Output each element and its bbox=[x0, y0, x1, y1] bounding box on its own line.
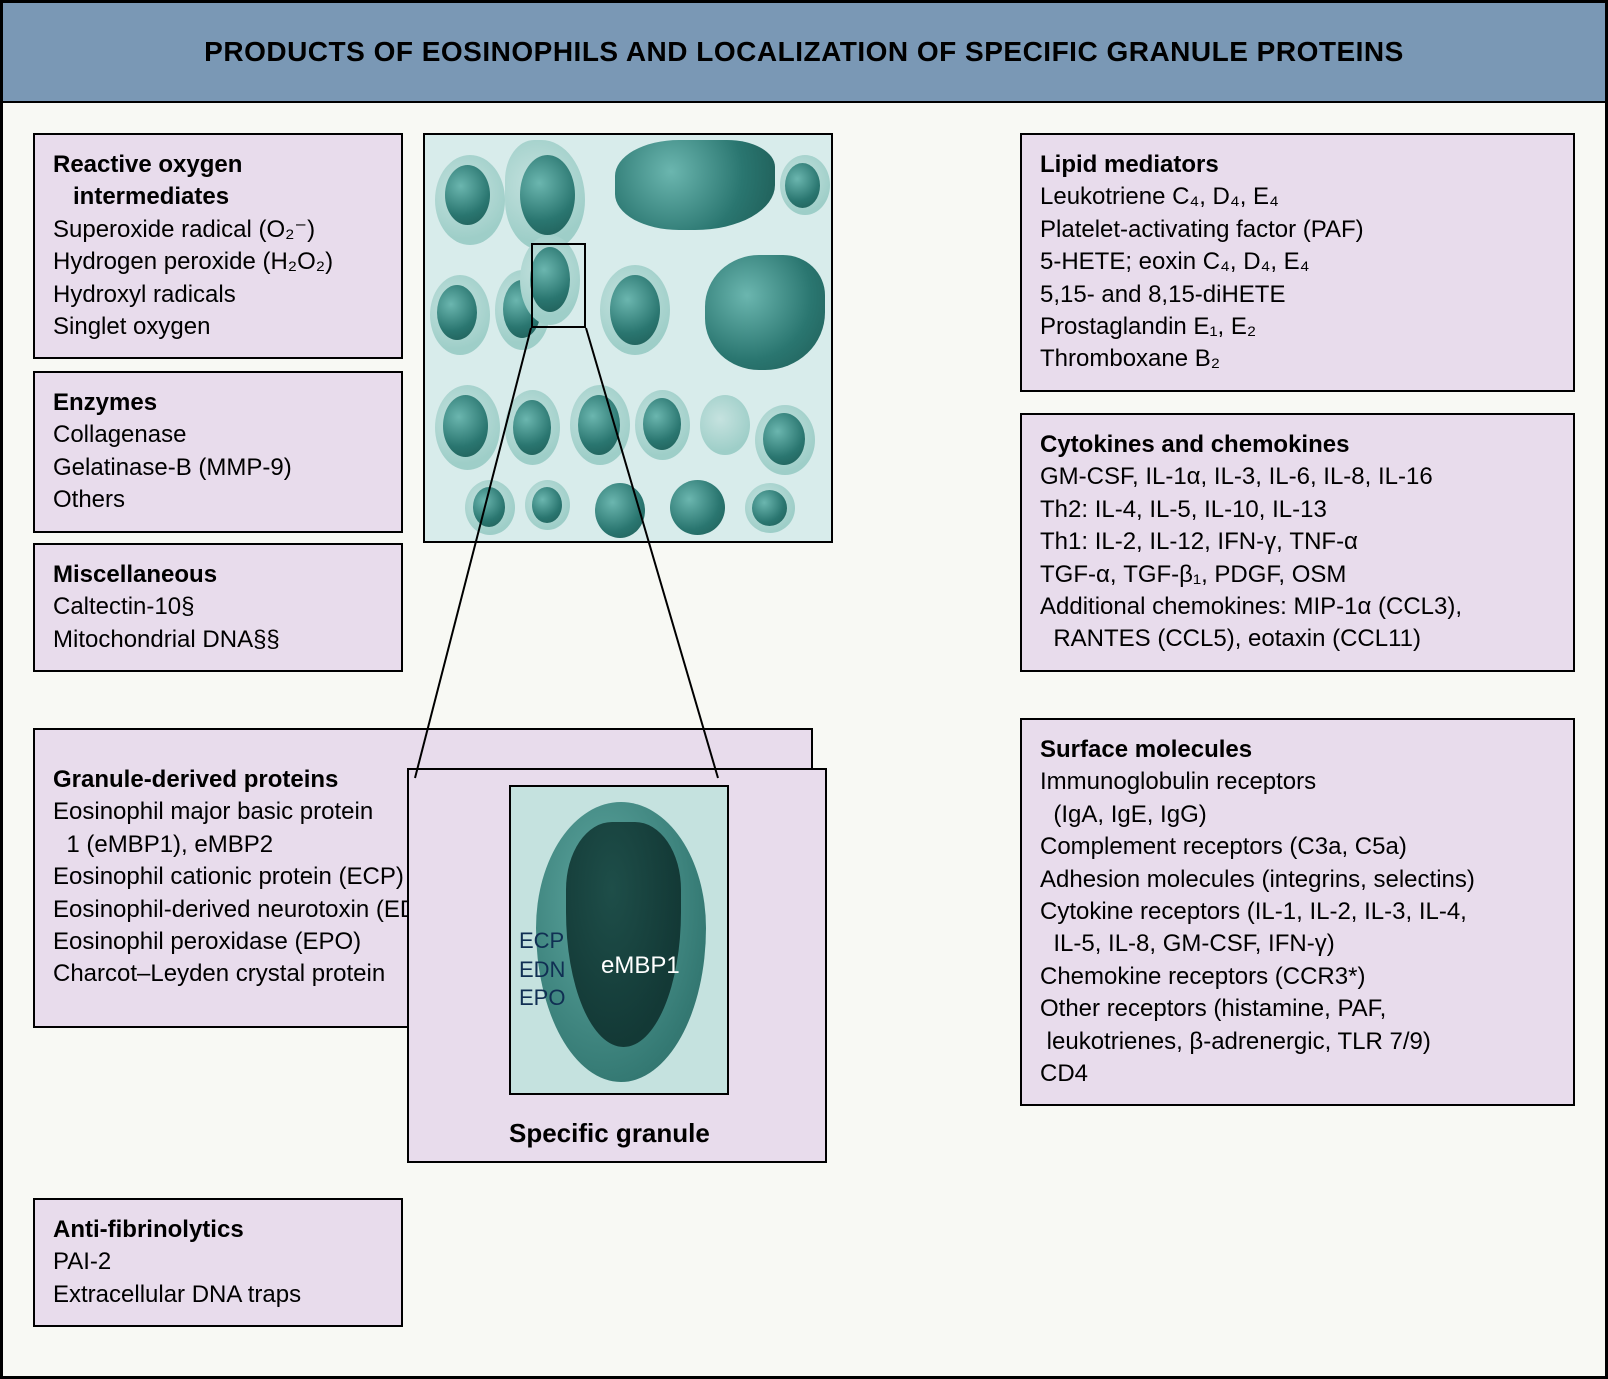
granule-core-label: eMBP1 bbox=[601, 952, 680, 980]
box-miscellaneous: Miscellaneous Caltectin-10§ Mitochondria… bbox=[33, 543, 403, 672]
roi-item: Hydroxyl radicals bbox=[53, 279, 383, 311]
figure-title: PRODUCTS OF EOSINOPHILS AND LOCALIZATION… bbox=[3, 3, 1605, 103]
antifib-item: Extracellular DNA traps bbox=[53, 1279, 383, 1311]
misc-item: Caltectin-10§ bbox=[53, 591, 383, 623]
antifib-heading: Anti-fibrinolytics bbox=[53, 1214, 383, 1246]
micrograph-image bbox=[423, 133, 833, 543]
surface-item: (IgA, IgE, IgG) bbox=[1040, 799, 1555, 831]
roi-item: Singlet oxygen bbox=[53, 311, 383, 343]
roi-heading: Reactive oxygen bbox=[53, 149, 383, 181]
box-reactive-oxygen: Reactive oxygen intermediates Superoxide… bbox=[33, 133, 403, 359]
box-cytokines: Cytokines and chemokines GM-CSF, IL-1α, … bbox=[1020, 413, 1575, 672]
cytokines-item: Th2: IL-4, IL-5, IL-10, IL-13 bbox=[1040, 494, 1555, 526]
figure-container: PRODUCTS OF EOSINOPHILS AND LOCALIZATION… bbox=[0, 0, 1608, 1379]
granule-callout-panel: ECPEDNEPO eMBP1 Specific granule bbox=[407, 768, 827, 1163]
surface-item: Cytokine receptors (IL-1, IL-2, IL-3, IL… bbox=[1040, 896, 1555, 928]
surface-item: Adhesion molecules (integrins, selectins… bbox=[1040, 864, 1555, 896]
surface-item: CD4 bbox=[1040, 1058, 1555, 1090]
granule-highlight-box bbox=[531, 243, 586, 328]
cytokines-item: GM-CSF, IL-1α, IL-3, IL-6, IL-8, IL-16 bbox=[1040, 461, 1555, 493]
box-surface-molecules: Surface molecules Immunoglobulin recepto… bbox=[1020, 718, 1575, 1106]
lipid-item: Thromboxane B₂ bbox=[1040, 343, 1555, 375]
granule-caption: Specific granule bbox=[509, 1118, 710, 1149]
box-lipid-mediators: Lipid mediators Leukotriene C₄, D₄, E₄ P… bbox=[1020, 133, 1575, 392]
box-enzymes: Enzymes Collagenase Gelatinase-B (MMP-9)… bbox=[33, 371, 403, 533]
lipid-item: 5,15- and 8,15-diHETE bbox=[1040, 279, 1555, 311]
roi-item: Hydrogen peroxide (H₂O₂) bbox=[53, 246, 383, 278]
granule-matrix-labels: ECPEDNEPO bbox=[519, 927, 565, 1013]
cytokines-item: Additional chemokines: MIP-1α (CCL3), bbox=[1040, 591, 1555, 623]
surface-item: Complement receptors (C3a, C5a) bbox=[1040, 831, 1555, 863]
figure-content: Reactive oxygen intermediates Superoxide… bbox=[3, 103, 1605, 1376]
surface-item: Other receptors (histamine, PAF, bbox=[1040, 993, 1555, 1025]
enzymes-item: Collagenase bbox=[53, 419, 383, 451]
misc-item: Mitochondrial DNA§§ bbox=[53, 624, 383, 656]
lipid-item: Leukotriene C₄, D₄, E₄ bbox=[1040, 181, 1555, 213]
surface-item: Chemokine receptors (CCR3*) bbox=[1040, 961, 1555, 993]
antifib-item: PAI-2 bbox=[53, 1246, 383, 1278]
lipid-heading: Lipid mediators bbox=[1040, 149, 1555, 181]
cytokines-item: TGF-α, TGF-β₁, PDGF, OSM bbox=[1040, 559, 1555, 591]
lipid-item: Prostaglandin E₁, E₂ bbox=[1040, 311, 1555, 343]
enzymes-item: Others bbox=[53, 484, 383, 516]
box-antifibrinolytics: Anti-fibrinolytics PAI-2 Extracellular D… bbox=[33, 1198, 403, 1327]
lipid-item: 5-HETE; eoxin C₄, D₄, E₄ bbox=[1040, 246, 1555, 278]
surface-heading: Surface molecules bbox=[1040, 734, 1555, 766]
lipid-item: Platelet-activating factor (PAF) bbox=[1040, 214, 1555, 246]
surface-item: IL-5, IL-8, GM-CSF, IFN-γ) bbox=[1040, 928, 1555, 960]
enzymes-item: Gelatinase-B (MMP-9) bbox=[53, 452, 383, 484]
cytokines-item: Th1: IL-2, IL-12, IFN-γ, TNF-α bbox=[1040, 526, 1555, 558]
enzymes-heading: Enzymes bbox=[53, 387, 383, 419]
misc-heading: Miscellaneous bbox=[53, 559, 383, 591]
cytokines-heading: Cytokines and chemokines bbox=[1040, 429, 1555, 461]
roi-item: Superoxide radical (O₂⁻) bbox=[53, 214, 383, 246]
granule-detail-image: ECPEDNEPO eMBP1 bbox=[509, 785, 729, 1095]
roi-heading2: intermediates bbox=[53, 181, 383, 213]
surface-item: Immunoglobulin receptors bbox=[1040, 766, 1555, 798]
cytokines-item: RANTES (CCL5), eotaxin (CCL11) bbox=[1040, 623, 1555, 655]
surface-item: leukotrienes, β-adrenergic, TLR 7/9) bbox=[1040, 1026, 1555, 1058]
